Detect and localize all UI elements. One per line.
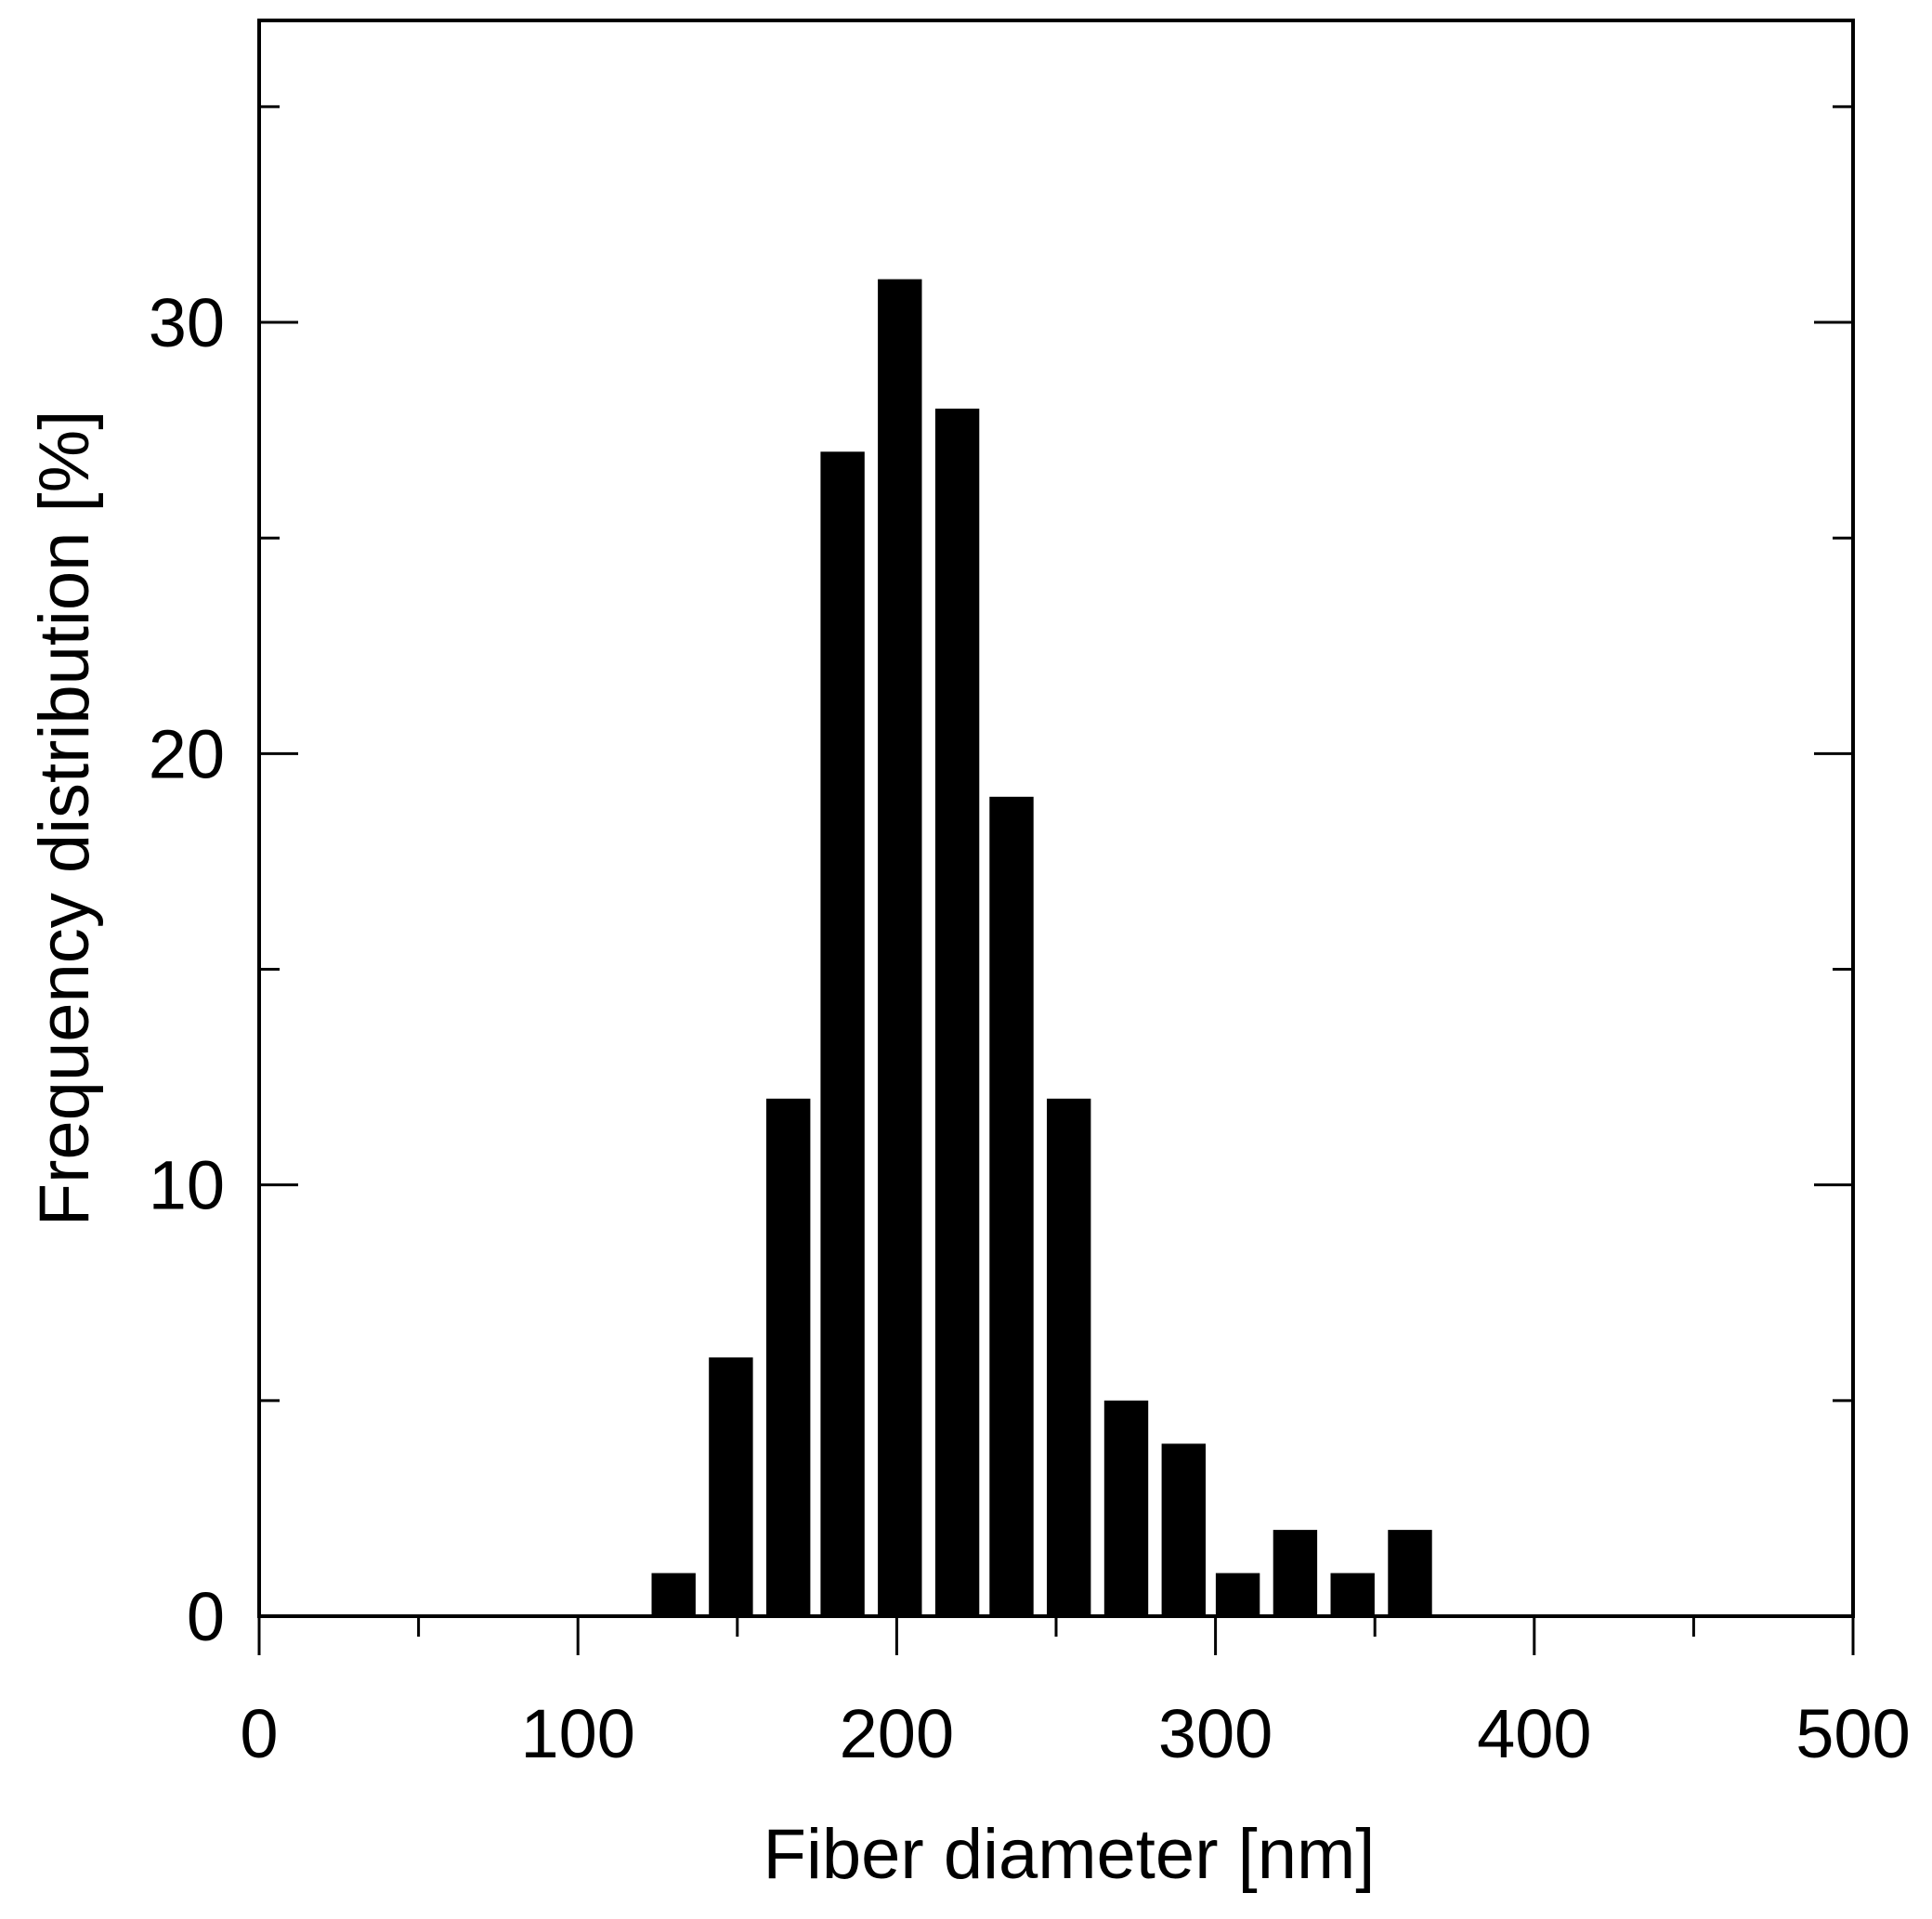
x-tick-label-200: 200	[840, 1695, 954, 1772]
y-tick-label-0: 0	[187, 1578, 225, 1655]
bar-254	[1047, 1098, 1091, 1616]
x-tick-label-100: 100	[520, 1695, 634, 1772]
bar-130	[651, 1573, 696, 1616]
bar-236	[989, 796, 1034, 1616]
x-tick-label-500: 500	[1795, 1695, 1910, 1772]
bar-272	[1103, 1400, 1149, 1616]
plot-frame	[257, 19, 1855, 1618]
bar-148	[709, 1357, 753, 1616]
bar-201	[878, 279, 922, 1617]
x-tick-label-300: 300	[1158, 1695, 1273, 1772]
bar-166	[766, 1098, 811, 1616]
y-tick-label-30: 30	[149, 284, 225, 361]
bar-307	[1215, 1573, 1260, 1616]
tick-labels-group: 0 100 200 300 400 500 0 10 20 30	[149, 284, 1911, 1772]
bar-361	[1388, 1530, 1432, 1616]
bar-290	[1161, 1443, 1206, 1616]
y-axis-title: Frequency distribution [%]	[25, 411, 104, 1227]
bars-group	[651, 279, 1432, 1617]
bar-219	[934, 408, 980, 1616]
y-tick-label-10: 10	[149, 1147, 225, 1224]
bar-183	[820, 451, 865, 1616]
bar-343	[1330, 1573, 1375, 1616]
y-tick-label-20: 20	[149, 715, 225, 792]
x-tick-label-0: 0	[240, 1695, 278, 1772]
x-tick-label-400: 400	[1477, 1695, 1591, 1772]
x-axis-title: Fiber diameter [nm]	[764, 1815, 1376, 1894]
bar-325	[1273, 1530, 1318, 1616]
